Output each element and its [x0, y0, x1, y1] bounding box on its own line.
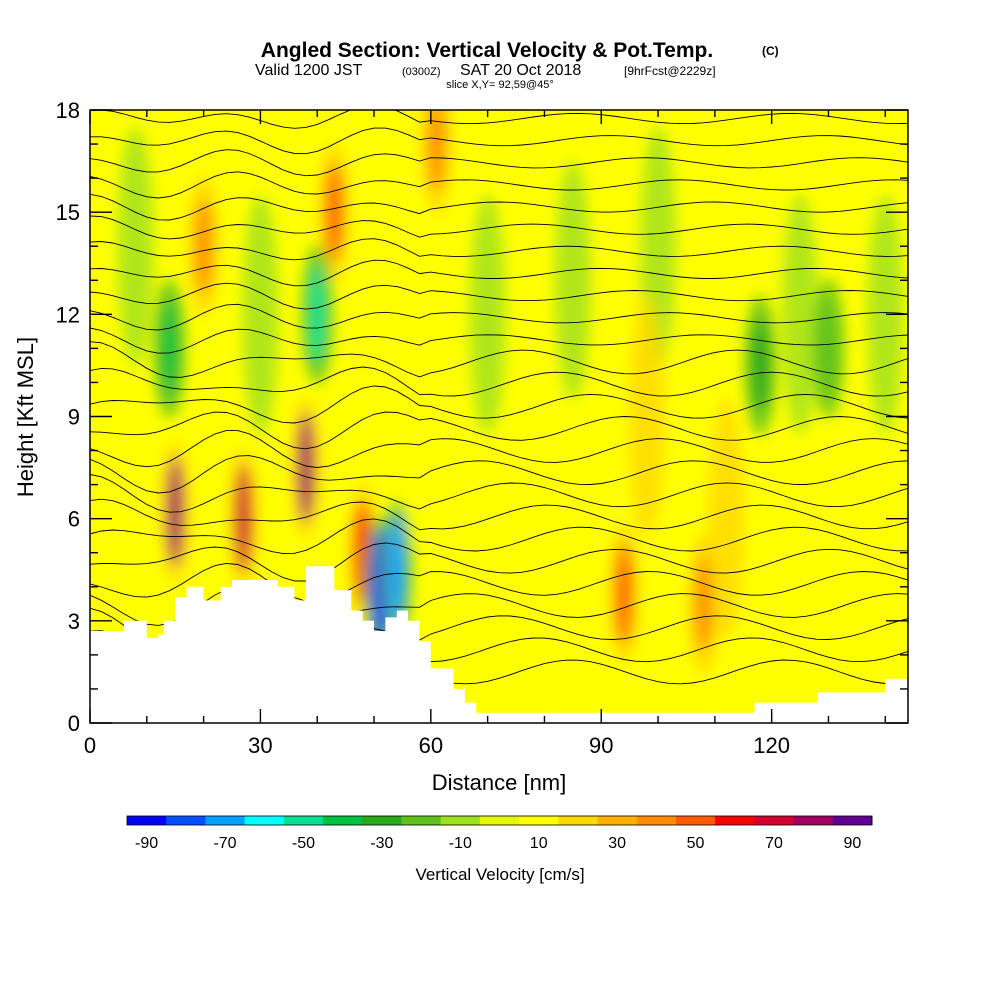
y-tick-label: 3: [68, 609, 80, 634]
downdraft-core: [309, 264, 326, 365]
x-tick-label: 120: [753, 733, 790, 758]
colorbar-cell: [519, 816, 559, 825]
updraft-core: [297, 412, 314, 523]
isentrope: [90, 215, 908, 240]
colorbar-tick-label: -10: [449, 835, 472, 852]
y-tick-label: 9: [68, 405, 80, 430]
colorbar-cell: [362, 816, 402, 825]
velocity-band: [117, 126, 154, 367]
isentrope: [90, 171, 908, 199]
colorbar-cell: [715, 816, 755, 825]
downdraft-core: [161, 299, 178, 398]
colorbar-tick-label: 70: [765, 835, 783, 852]
colorbar-cell: [675, 816, 716, 825]
subtitle-valid: Valid 1200 JST: [255, 62, 363, 79]
y-axis-label: Height [Kft MSL]: [13, 337, 38, 497]
velocity-band: [469, 194, 506, 435]
colorbar-cell: [205, 816, 246, 825]
chart-title: Angled Section: Vertical Velocity & Pot.…: [261, 39, 713, 62]
isentrope: [90, 282, 908, 310]
colorbar-label: Vertical Velocity [cm/s]: [415, 865, 584, 884]
subtitle-forecast: [9hrFcst@2229z]: [624, 64, 716, 78]
isentrope: [90, 341, 908, 378]
velocity-band: [782, 194, 819, 435]
colorbar-tick-label: -50: [292, 835, 315, 852]
downdraft-core: [752, 319, 769, 412]
colorbar-cell: [636, 816, 677, 825]
isentrope: [90, 385, 908, 424]
y-tick-label: 6: [68, 507, 80, 532]
updraft-core: [326, 163, 343, 262]
updraft-core: [235, 464, 252, 573]
isentrope: [90, 518, 908, 555]
isentrope: [90, 149, 908, 177]
colorbar-tick-label: -30: [370, 835, 393, 852]
downdraft-core: [820, 303, 837, 394]
colorbar-tick-label: -90: [135, 835, 158, 852]
y-tick-label: 15: [56, 200, 80, 225]
isentrope: [90, 127, 908, 155]
x-tick-label: 0: [84, 733, 96, 758]
isentrope: [90, 303, 908, 331]
pot-temp-contours: [90, 110, 908, 685]
colorbar: -90 -70 -50 -30 -10 10 30 50 70 90: [126, 815, 873, 852]
updraft-core: [695, 555, 712, 652]
x-tick-label: 90: [589, 733, 613, 758]
colorbar-frame: [126, 815, 873, 826]
x-tick-label: 30: [248, 733, 272, 758]
colorbar-cell: [283, 816, 324, 825]
slice-info: slice X,Y= 92,59@45°: [446, 79, 554, 91]
terrain: [90, 566, 908, 723]
velocity-band: [554, 160, 591, 401]
isentrope: [90, 259, 908, 287]
subtitle-utc: (0300Z): [402, 66, 441, 78]
colorbar-cell: [127, 816, 167, 825]
colorbar-tick-label: 90: [843, 835, 861, 852]
updraft-core: [195, 198, 212, 295]
colorbar-tick-label: 10: [530, 835, 548, 852]
updraft-core: [428, 110, 445, 192]
plot-area: [90, 110, 908, 723]
y-tick-label: 18: [56, 98, 80, 123]
subtitle-date: SAT 20 Oct 2018: [460, 62, 581, 79]
isentrope: [90, 474, 908, 513]
colorbar-cell: [401, 816, 442, 825]
colorbar-cell: [166, 816, 206, 825]
velocity-band: [628, 296, 665, 537]
velocity-band: [867, 194, 904, 435]
colorbar-cell: [754, 816, 795, 825]
isentrope: [90, 430, 908, 468]
colorbar-cell: [244, 816, 285, 825]
isentrope: [90, 542, 908, 582]
colorbar-tick-label: 30: [608, 835, 626, 852]
axis-ticks: 0 30 60 90 120 0 3 6 9 12 15 18: [56, 98, 908, 758]
colorbar-cell: [597, 816, 638, 825]
colorbar-cell: [440, 816, 481, 825]
isentrope: [90, 411, 908, 450]
isentrope: [90, 193, 908, 221]
isentrope: [90, 498, 908, 531]
downdraft-core: [388, 514, 405, 625]
y-tick-label: 12: [56, 302, 80, 327]
isentrope: [90, 455, 908, 494]
copyright-mark: (C): [762, 44, 779, 58]
isentrope: [90, 366, 908, 397]
colorbar-cell: [793, 816, 834, 825]
colorbar-cell: [832, 816, 873, 825]
y-tick-label: 0: [68, 711, 80, 736]
updraft-core: [615, 543, 632, 644]
isentrope: [90, 327, 908, 354]
x-axis-label: Distance [nm]: [432, 770, 567, 795]
colorbar-tick-label: 50: [687, 835, 705, 852]
colorbar-cell: [323, 816, 363, 825]
colorbar-cell: [558, 816, 599, 825]
colorbar-cell: [479, 816, 520, 825]
colorbar-tick-label: -70: [213, 835, 236, 852]
x-tick-label: 60: [419, 733, 443, 758]
isentrope: [90, 562, 908, 603]
velocity-band: [242, 194, 279, 435]
isentrope: [90, 238, 908, 261]
